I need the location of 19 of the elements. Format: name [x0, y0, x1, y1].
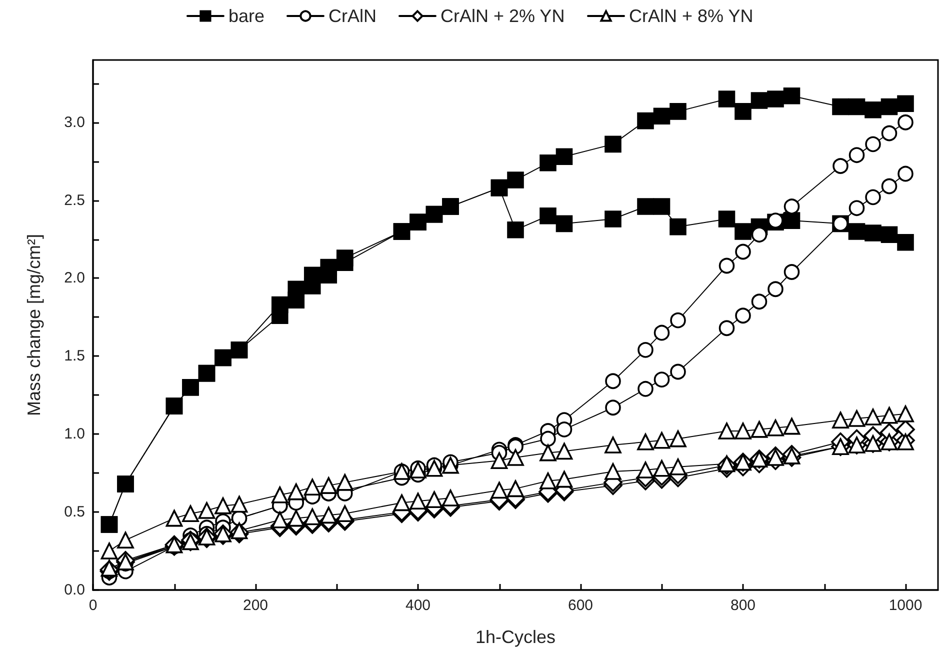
x-tick-label: 600: [568, 597, 594, 614]
legend-label: CrAlN + 2% YN: [440, 6, 565, 26]
legend-label: bare: [228, 6, 264, 26]
x-tick-label: 1000: [888, 597, 922, 614]
x-tick-label: 800: [730, 597, 756, 614]
y-tick-label: 2.0: [64, 270, 85, 287]
y-tick-label: 0.5: [64, 504, 85, 521]
y-tick-label: 3.0: [64, 114, 85, 131]
x-tick-label: 400: [405, 597, 431, 614]
y-tick-label: 1.5: [64, 348, 85, 365]
y-tick-label: 2.5: [64, 192, 85, 209]
y-tick-label: 1.0: [64, 426, 85, 443]
x-tick-label: 0: [88, 597, 98, 614]
x-axis-title: 1h-Cycles: [475, 627, 556, 647]
legend-label: CrAlN + 8% YN: [629, 6, 754, 26]
y-tick-label: 0.0: [64, 582, 85, 598]
x-tick-label: 200: [242, 597, 268, 614]
y-axis-title: Mass change [mg/cm²]: [24, 234, 44, 416]
legend-label: CrAlN: [328, 6, 376, 26]
